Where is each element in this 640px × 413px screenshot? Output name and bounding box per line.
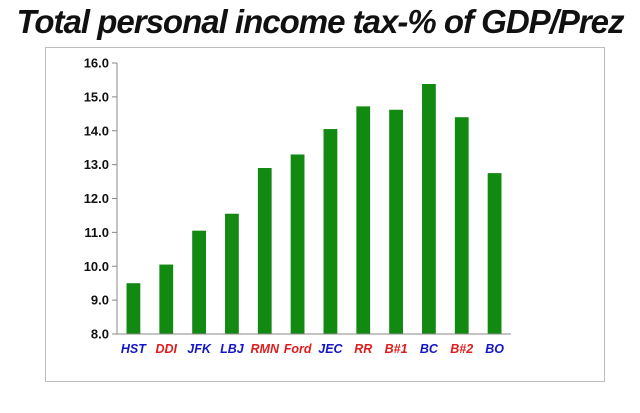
y-tick-label: 16.0 xyxy=(84,56,109,71)
x-tick-label: BC xyxy=(420,342,439,356)
x-tick-label: RR xyxy=(354,342,372,356)
y-tick-label: 10.0 xyxy=(84,259,109,274)
bar xyxy=(290,154,305,334)
bar xyxy=(257,168,272,334)
bar xyxy=(192,230,206,334)
y-tick-label: 8.0 xyxy=(91,327,109,342)
x-tick-label: B#1 xyxy=(385,342,408,356)
bar xyxy=(225,213,239,334)
y-axis-ticks: 8.0 9.0 10.0 11.0 12.0 13.0 14.0 15.0 16.0 xyxy=(84,56,117,342)
y-tick-label: 11.0 xyxy=(84,225,109,240)
y-tick-label: 15.0 xyxy=(84,89,109,104)
y-tick-label: 12.0 xyxy=(84,191,109,206)
y-tick-label: 9.0 xyxy=(91,293,109,308)
bar xyxy=(389,109,403,334)
x-tick-label: BO xyxy=(485,342,504,356)
bar xyxy=(356,106,371,334)
x-tick-label: Ford xyxy=(284,342,312,356)
chart-title: Total personal income tax-% of GDP/Prez xyxy=(16,3,624,40)
x-tick-label: B#2 xyxy=(450,342,473,356)
bar xyxy=(422,84,436,334)
x-axis-labels: HST DDI JFK LBJ RMN Ford JEC RR B#1 BC B#2 BO xyxy=(121,342,504,356)
x-tick-label: LBJ xyxy=(220,342,245,356)
y-tick-label: 13.0 xyxy=(84,157,109,172)
x-tick-label: RMN xyxy=(251,342,280,356)
axes xyxy=(116,63,511,335)
x-tick-label: DDI xyxy=(155,342,177,356)
bar xyxy=(487,173,502,334)
bar xyxy=(126,283,141,334)
x-tick-label: JFK xyxy=(187,342,212,356)
bar xyxy=(454,117,469,334)
bars xyxy=(126,84,502,334)
bar xyxy=(323,129,338,334)
y-tick-label: 14.0 xyxy=(84,123,109,138)
bar xyxy=(159,264,174,334)
x-tick-label: JEC xyxy=(318,342,343,356)
x-tick-label: HST xyxy=(121,342,147,356)
